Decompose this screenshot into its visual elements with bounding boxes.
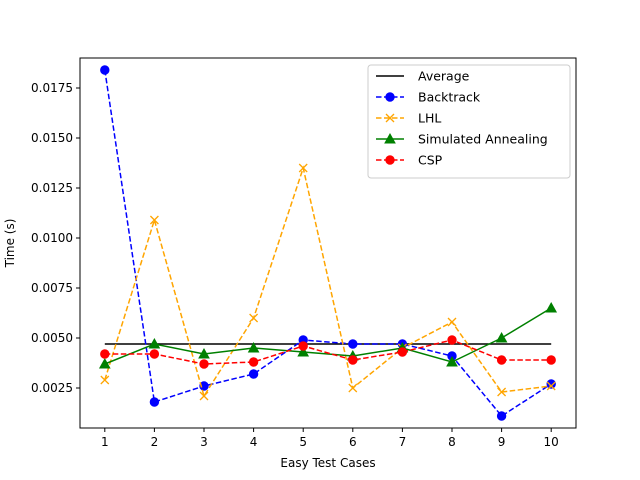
data-point-csp — [248, 357, 259, 367]
legend-item-lhl: LHL — [376, 111, 441, 126]
y-axis-label: Time (s) — [3, 219, 17, 269]
y-tick-label: 0.0075 — [31, 281, 73, 295]
x-tick-label: 5 — [299, 435, 307, 449]
legend-item-simulated-annealing: Simulated Annealing — [376, 132, 548, 147]
data-point-backtrack — [149, 397, 160, 407]
data-point-csp — [149, 349, 160, 359]
series-line-simulated-annealing — [104, 307, 552, 365]
data-point-csp — [447, 335, 457, 345]
y-tick-label: 0.0125 — [31, 181, 73, 195]
legend-item-backtrack: Backtrack — [376, 90, 481, 105]
data-point-lhl — [298, 163, 308, 173]
legend-label: Average — [418, 69, 470, 84]
data-point-simulated-annealing — [495, 331, 508, 343]
x-tick-label: 1 — [101, 435, 109, 449]
axes-frame — [79, 57, 577, 429]
x-tick-label: 4 — [250, 435, 258, 449]
data-point-csp — [298, 341, 308, 351]
legend-marker-csp — [385, 155, 395, 165]
data-point-lhl — [249, 313, 259, 323]
legend-box — [367, 64, 571, 179]
x-tick-label: 8 — [448, 435, 456, 449]
data-point-lhl — [100, 375, 110, 385]
x-axis-label: Easy Test Cases — [280, 456, 375, 470]
data-point-simulated-annealing — [98, 357, 111, 369]
y-tick-label: 0.0175 — [31, 81, 73, 95]
data-point-backtrack — [100, 65, 110, 75]
y-tick-label: 0.0100 — [31, 231, 73, 245]
data-point-simulated-annealing — [198, 347, 210, 359]
series-lhl — [100, 163, 556, 401]
data-point-lhl — [199, 391, 209, 401]
x-tick-label: 2 — [151, 435, 159, 449]
data-point-csp — [199, 359, 209, 369]
data-point-lhl — [447, 317, 457, 327]
data-point-backtrack — [348, 339, 358, 349]
data-point-backtrack — [199, 381, 209, 391]
data-point-simulated-annealing — [297, 345, 310, 357]
series-csp — [100, 335, 556, 369]
x-tick-label: 7 — [399, 435, 407, 449]
data-point-lhl — [149, 215, 159, 225]
legend-label: LHL — [418, 111, 441, 126]
legend-item-average: Average — [376, 69, 470, 84]
legend-label: Backtrack — [418, 90, 481, 105]
data-point-lhl — [348, 383, 358, 393]
legend-marker-lhl — [385, 113, 395, 123]
legend-marker-backtrack — [385, 92, 395, 102]
series-line-lhl — [104, 165, 552, 398]
data-point-csp — [348, 355, 358, 365]
legend: Average Backtrack LHL Simulated Annealing CS… — [367, 64, 571, 179]
x-tick-label: 6 — [349, 435, 357, 449]
y-axis: 0.0025 0.0050 0.0075 0.0100 0.0125 0.0150 0.01… — [31, 81, 80, 395]
data-point-csp — [496, 355, 507, 365]
data-point-lhl — [546, 381, 556, 391]
data-point-backtrack — [248, 369, 259, 379]
legend-marker-simulated-annealing — [384, 132, 396, 144]
plot-area — [98, 65, 558, 421]
y-tick-label: 0.0050 — [31, 331, 73, 345]
data-point-csp — [546, 355, 556, 365]
data-point-simulated-annealing — [545, 301, 558, 313]
x-axis: 1 2 3 4 5 6 7 8 9 10 — [101, 428, 559, 449]
legend-label: CSP — [418, 153, 443, 168]
data-point-simulated-annealing — [247, 341, 260, 353]
data-point-csp — [100, 349, 110, 359]
legend-label: Simulated Annealing — [418, 132, 548, 147]
data-point-simulated-annealing — [446, 355, 458, 367]
y-tick-label: 0.0150 — [31, 131, 73, 145]
x-tick-label: 9 — [498, 435, 506, 449]
series-line-csp — [104, 339, 552, 365]
data-point-backtrack — [546, 379, 556, 389]
series-simulated-annealing — [98, 301, 558, 369]
data-point-lhl — [497, 387, 507, 397]
legend-item-csp: CSP — [376, 153, 443, 168]
x-tick-label: 10 — [544, 435, 559, 449]
series-line-backtrack — [104, 69, 552, 417]
y-tick-label: 0.0025 — [31, 381, 73, 395]
x-tick-label: 3 — [200, 435, 208, 449]
data-point-simulated-annealing — [148, 337, 161, 349]
data-point-backtrack — [496, 411, 507, 421]
data-point-csp — [397, 347, 408, 357]
